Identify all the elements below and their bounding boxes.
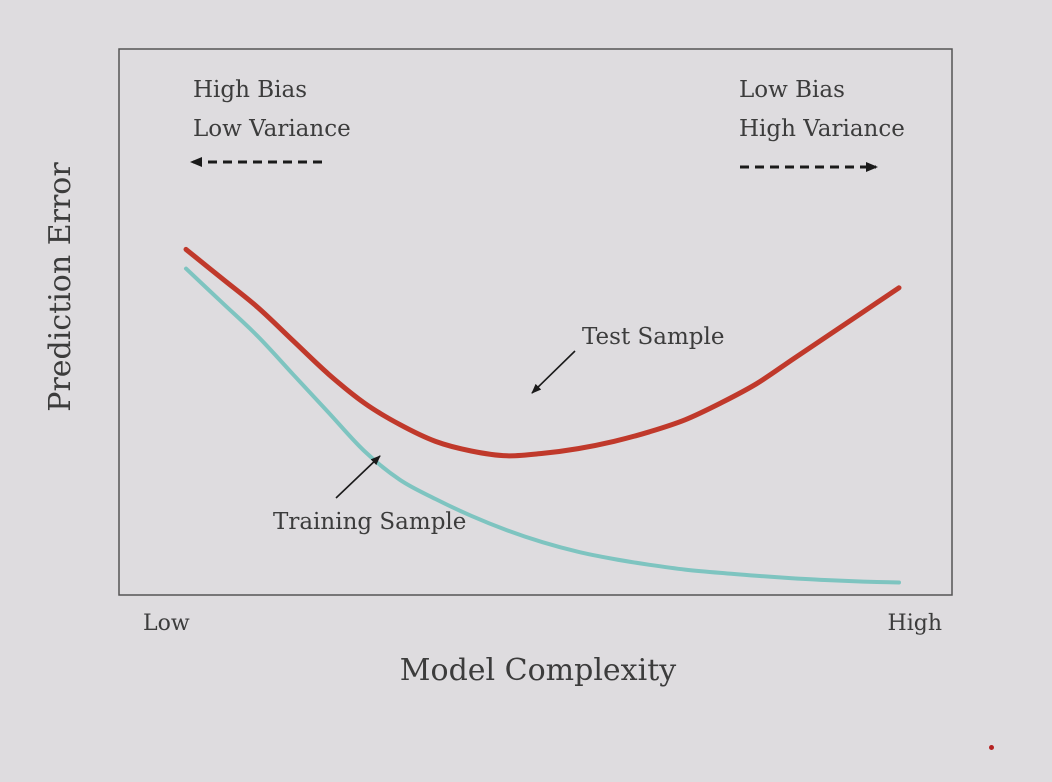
plot-frame [118,48,953,596]
annotation-high-variance: High Variance [739,116,905,142]
annotation-high-bias: High Bias [193,77,307,103]
x-tick-low: Low [143,611,190,636]
series-line-test-sample [183,246,902,459]
arrow-training-sample [335,455,381,499]
annotation-low-bias: Low Bias [739,77,845,103]
corner-dot [989,745,994,750]
annotation-low-variance: Low Variance [193,116,351,142]
series-line-training-sample [184,266,901,585]
label-training-sample: Training Sample [273,509,466,535]
arrow-test-sample [531,350,576,394]
y-axis-label: Prediction Error [43,162,78,412]
x-tick-high: High [888,611,942,636]
x-axis-label: Model Complexity [400,653,676,688]
label-test-sample: Test Sample [582,324,725,350]
